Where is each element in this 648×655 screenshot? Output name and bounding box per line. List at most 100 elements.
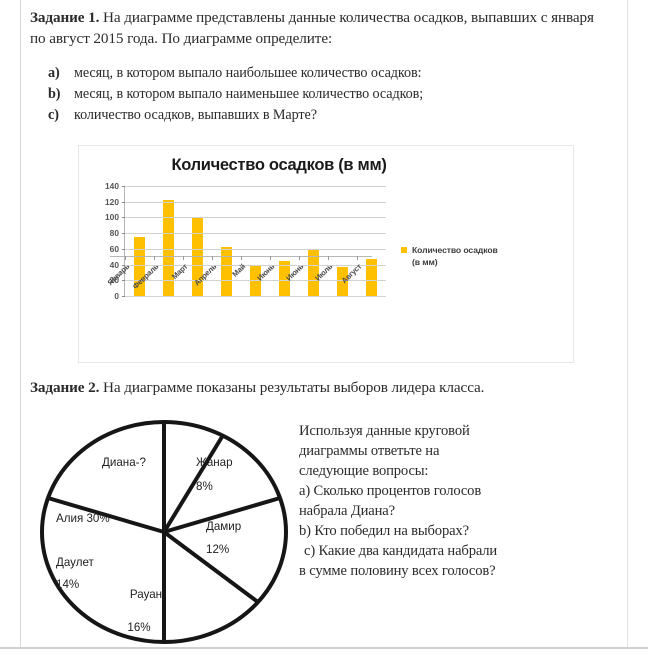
- bar-chart-x-tick-mark: [328, 256, 330, 260]
- bar-chart-x-tick-slot: [226, 256, 255, 260]
- pie-slice-label: Рауан: [130, 588, 162, 601]
- bar-chart-x-tick-mark: [211, 256, 213, 260]
- bar-chart-title: Количество осадков (в мм): [171, 156, 387, 174]
- task-2-question-line: следующие вопросы:: [299, 462, 429, 479]
- task-1-block: Задание 1. На диаграмме представлены дан…: [30, 8, 610, 126]
- bar-chart-x-label: Июнь: [255, 262, 277, 283]
- bar-chart-bar-slot: [299, 186, 328, 296]
- bar-chart-gridline: [125, 248, 386, 250]
- task-1-item: b) месяц, в котором выпало наименьшее ко…: [48, 84, 610, 105]
- pie-slice-percent: 8%: [196, 480, 213, 493]
- bar-chart-x-tick-slot: [343, 256, 372, 260]
- bar-chart-x-tick-slot: [285, 256, 314, 260]
- pie-sector-lines: [47, 422, 281, 642]
- task-1-label: Задание 1.: [30, 9, 100, 26]
- bar-chart-x-label-slot: Май: [226, 260, 255, 304]
- bar-chart-legend: Количество осадков (в мм): [401, 244, 566, 268]
- page-bottom-rule: [0, 647, 648, 649]
- pie-divider-line: [162, 530, 260, 604]
- bar-chart-gridline: [125, 201, 386, 203]
- bar-chart-x-tick-mark: [270, 256, 272, 260]
- pie-slice-percent: 12%: [206, 543, 229, 556]
- task-2-question-line: c) Какие два кандидата набрали: [304, 542, 498, 559]
- bar-chart-gridline: [125, 217, 386, 219]
- bar-chart-y-tick-mark: [122, 264, 125, 266]
- pie-divider-line: [162, 434, 225, 534]
- bar-chart-y-tick-mark: [122, 217, 125, 219]
- legend-label-wrapper: Количество осадков (в мм): [412, 244, 566, 268]
- pie-slice-percent: 16%: [127, 621, 150, 634]
- bar-chart-x-label-slot: Июнь: [255, 260, 285, 304]
- task-1-item-text: месяц, в котором выпало наименьшее колич…: [74, 85, 424, 102]
- bar-chart-y-tick-label: 40: [109, 259, 119, 270]
- task-1-item-marker: a): [48, 64, 60, 81]
- bar-chart-x-tick-slot: [314, 256, 343, 260]
- bar-chart-y-tick-label: 60: [109, 243, 119, 254]
- bar-chart-x-tick-mark: [299, 256, 301, 260]
- task-1-question-list: a) месяц, в котором выпало наибольшее ко…: [30, 63, 610, 126]
- bar-chart-x-tick-slot: [168, 256, 197, 260]
- bar-chart-x-tick-slot: [197, 256, 226, 260]
- bar-chart-x-tick-mark: [153, 256, 155, 260]
- bar-chart-y-tick-mark: [122, 233, 125, 235]
- bar-chart-gridline: [125, 233, 386, 235]
- pie-chart: Жанар 8% Дамир 12% Рауан 16% Даулет 14% Алия 30%…: [34, 418, 294, 646]
- task-2-question-line: диаграммы ответьте на: [299, 442, 440, 459]
- bar-chart-x-tick-slot: [139, 256, 168, 260]
- bar-chart-bar: [221, 246, 232, 296]
- bar-chart-y-tick-mark: [122, 280, 125, 282]
- bar-chart-bar: [134, 237, 145, 296]
- bar-chart-bar: [279, 260, 290, 296]
- bar-chart-x-tick-slot: [110, 256, 139, 260]
- bar-chart-x-axis-labels: Январь Февраль Март Апрель Май Июнь Июнь Июль Ав…: [105, 260, 372, 304]
- bar-chart-bar: [366, 259, 377, 296]
- page-right-rule: [627, 0, 628, 648]
- bar-chart-y-tick-label: 20: [109, 275, 119, 286]
- task-1-intro: Задание 1. На диаграмме представлены дан…: [30, 8, 610, 50]
- bar-chart-bar-slot: [154, 186, 183, 296]
- task-1-item-text: количество осадков, выпавших в Марте?: [74, 106, 317, 123]
- bar-chart-gridline: [125, 264, 386, 266]
- bar-chart-y-axis-labels: 140 120 100 80 60 40 20 0: [93, 181, 119, 301]
- pie-divider-line: [163, 496, 281, 534]
- bar-chart-x-tick-mark: [124, 256, 126, 260]
- task-1-item-marker: b): [48, 85, 61, 102]
- bar-chart-x-label: Июль: [313, 262, 335, 283]
- bar-chart-x-tick-mark: [240, 256, 242, 260]
- bar-chart-gridline: [125, 280, 386, 282]
- task-2-question-line: в сумме половину всех голосов?: [299, 562, 496, 579]
- bar-chart-bar-slot: [125, 186, 154, 296]
- bar-chart-x-label: Август: [340, 262, 364, 286]
- pie-slice-label: Диана-?: [102, 456, 146, 469]
- pie-chart-svg: Жанар 8% Дамир 12% Рауан 16% Даулет 14% Алия 30%…: [40, 420, 288, 644]
- task-2-question-line: b) Кто победил на выборах?: [299, 522, 469, 539]
- bar-chart-y-tick-label: 140: [105, 181, 119, 191]
- pie-divider-line: [47, 496, 165, 534]
- page-left-rule: [20, 0, 21, 648]
- pie-chart-labels: Жанар 8% Дамир 12% Рауан 16% Даулет 14% Алия 30%…: [56, 456, 241, 634]
- bar-chart-y-tick-mark: [122, 296, 125, 297]
- pie-slice-label: Жанар: [196, 456, 233, 469]
- bar-chart-y-tick-label: 100: [105, 212, 119, 223]
- task-2-question-line: a) Сколько процентов голосов: [299, 482, 482, 499]
- pie-slice-label: Алия 30%: [56, 512, 110, 525]
- bar-chart-x-label: Июнь: [284, 262, 306, 283]
- bar-chart-gridline: [125, 296, 386, 297]
- bar-chart-x-tick-slot: [256, 256, 285, 260]
- legend-label-line-1: Количество осадков: [412, 245, 498, 255]
- task-1-item: c) количество осадков, выпавших в Марте?: [48, 105, 610, 126]
- task-1-intro-text: На диаграмме представлены данные количес…: [30, 9, 594, 47]
- bar-chart-y-tick-label: 80: [109, 228, 119, 239]
- bar-chart-bar: [337, 266, 348, 296]
- bar-chart-x-label-slot: Август: [340, 260, 372, 304]
- task-1-item-text: месяц, в котором выпало наибольшее колич…: [74, 64, 422, 81]
- task-1-item: a) месяц, в котором выпало наибольшее ко…: [48, 63, 610, 84]
- task-2-question-line: набрала Диана?: [299, 502, 395, 519]
- bar-chart-bar: [308, 248, 319, 296]
- legend-color-swatch: [401, 247, 407, 253]
- legend-label-line-2: (в мм): [412, 257, 438, 268]
- bar-chart-x-label-slot: Июнь: [285, 260, 314, 304]
- bar-chart-x-label: Март: [169, 262, 190, 282]
- task-2-label: Задание 2.: [30, 379, 100, 396]
